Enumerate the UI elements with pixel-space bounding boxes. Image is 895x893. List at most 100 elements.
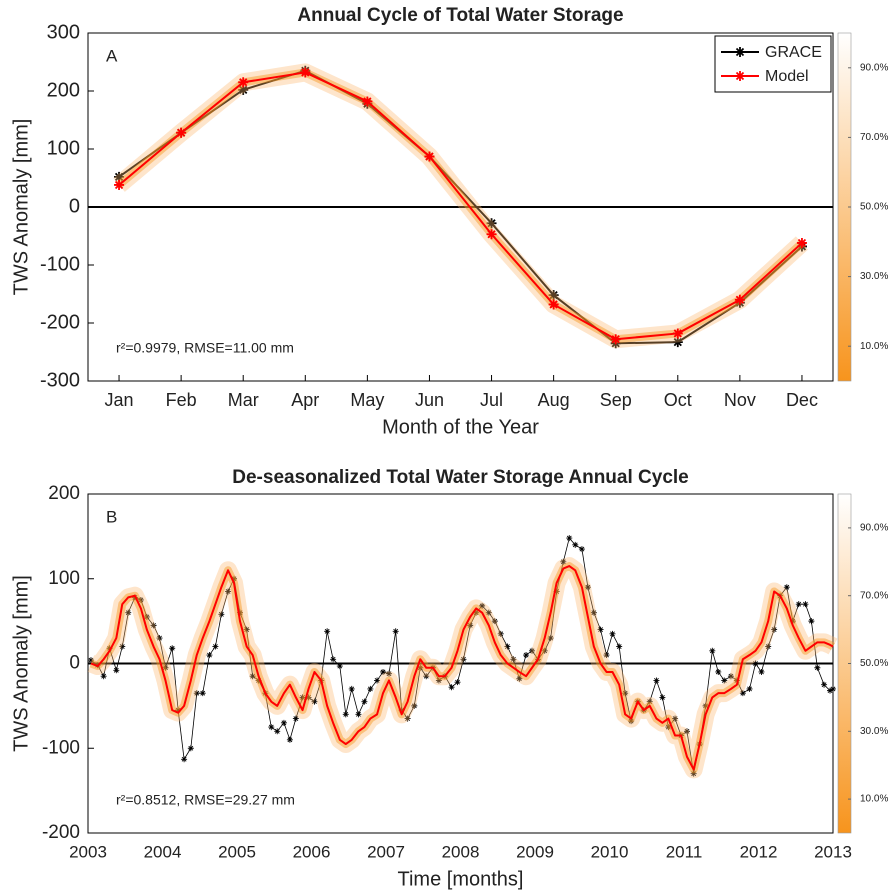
colorbar-tick-label: 10.0% xyxy=(860,341,888,352)
y-tick-label: -200 xyxy=(42,822,80,843)
x-tick-label: 2007 xyxy=(367,842,405,861)
marker xyxy=(690,770,697,777)
colorbar-tick-label: 30.0% xyxy=(860,271,888,282)
marker xyxy=(808,618,815,625)
marker xyxy=(734,294,745,305)
annotation: r²=0.9979, RMSE=11.00 mm xyxy=(116,340,294,356)
marker xyxy=(113,667,120,674)
series-line xyxy=(118,71,803,341)
marker xyxy=(380,668,387,675)
y-tick-label: -200 xyxy=(40,311,80,333)
marker xyxy=(114,171,125,182)
marker xyxy=(225,588,232,595)
y-tick-label: -100 xyxy=(42,737,80,758)
x-tick-label: 2005 xyxy=(218,842,256,861)
marker xyxy=(143,613,150,620)
marker xyxy=(572,541,579,548)
marker xyxy=(622,690,629,697)
marker xyxy=(709,647,716,654)
panel-label: B xyxy=(106,507,117,526)
marker xyxy=(560,558,567,565)
marker xyxy=(529,647,536,654)
colorbar-tick-label: 70.0% xyxy=(860,132,888,143)
marker xyxy=(516,675,523,682)
marker xyxy=(243,626,250,633)
x-tick-label: 2004 xyxy=(144,842,182,861)
marker xyxy=(231,575,238,582)
marker xyxy=(460,656,467,663)
x-tick-label: 2011 xyxy=(666,842,703,861)
marker xyxy=(218,611,225,618)
marker xyxy=(584,584,591,591)
marker xyxy=(683,728,690,735)
colorbar-tick-label: 90.0% xyxy=(860,523,888,534)
marker xyxy=(367,685,374,692)
marker xyxy=(417,664,424,671)
x-tick-label: 2009 xyxy=(516,842,554,861)
marker xyxy=(100,673,107,680)
y-tick-label: 0 xyxy=(69,653,80,674)
marker xyxy=(814,664,821,671)
legend-label: GRACE xyxy=(765,44,822,61)
x-tick-label: Jul xyxy=(480,390,503,410)
marker xyxy=(616,643,623,650)
colorbar-tick-label: 10.0% xyxy=(860,794,888,805)
marker xyxy=(423,673,430,680)
y-tick-label: 200 xyxy=(48,483,80,504)
marker xyxy=(578,546,585,553)
legend-box xyxy=(714,35,832,93)
legend-marker xyxy=(735,71,745,81)
marker xyxy=(548,290,559,301)
marker xyxy=(771,626,778,633)
x-axis-label: Month of the Year xyxy=(382,416,539,438)
x-tick-label: Oct xyxy=(664,390,692,410)
marker xyxy=(603,652,610,659)
colorbar-tick-label: 70.0% xyxy=(860,590,888,601)
marker xyxy=(665,724,672,731)
marker xyxy=(473,609,480,616)
series-line xyxy=(118,69,803,345)
marker xyxy=(548,299,559,310)
y-tick-label: -100 xyxy=(40,253,80,275)
marker xyxy=(311,698,318,705)
marker xyxy=(547,635,554,642)
marker xyxy=(609,630,616,637)
marker xyxy=(286,736,293,743)
marker xyxy=(727,673,734,680)
x-tick-label: 2012 xyxy=(740,842,778,861)
marker xyxy=(715,668,722,675)
marker xyxy=(114,179,125,190)
marker xyxy=(125,609,132,616)
marker xyxy=(672,337,683,348)
x-tick-label: Sep xyxy=(600,390,632,410)
marker xyxy=(355,711,362,718)
marker xyxy=(324,628,331,635)
marker xyxy=(783,584,790,591)
marker xyxy=(796,237,807,248)
marker xyxy=(300,67,311,78)
chart-title: De-seasonalized Total Water Storage Annu… xyxy=(232,467,688,488)
marker xyxy=(236,609,243,616)
x-tick-label: Jan xyxy=(105,390,134,410)
marker xyxy=(305,694,312,701)
marker xyxy=(702,702,709,709)
marker xyxy=(765,643,772,650)
marker xyxy=(119,643,126,650)
colorbar-tick-label: 90.0% xyxy=(860,62,888,73)
x-tick-label: Apr xyxy=(291,390,319,410)
marker xyxy=(238,84,249,95)
marker xyxy=(342,711,349,718)
marker xyxy=(336,663,343,670)
marker xyxy=(752,660,759,667)
marker xyxy=(597,626,604,633)
marker xyxy=(523,652,530,659)
y-tick-label: -300 xyxy=(40,369,80,391)
marker xyxy=(795,601,802,608)
marker xyxy=(497,630,504,637)
x-tick-label: Dec xyxy=(786,390,818,410)
marker xyxy=(348,685,355,692)
marker xyxy=(392,628,399,635)
marker xyxy=(510,656,517,663)
annotation: r²=0.8512, RMSE=29.27 mm xyxy=(116,792,295,808)
